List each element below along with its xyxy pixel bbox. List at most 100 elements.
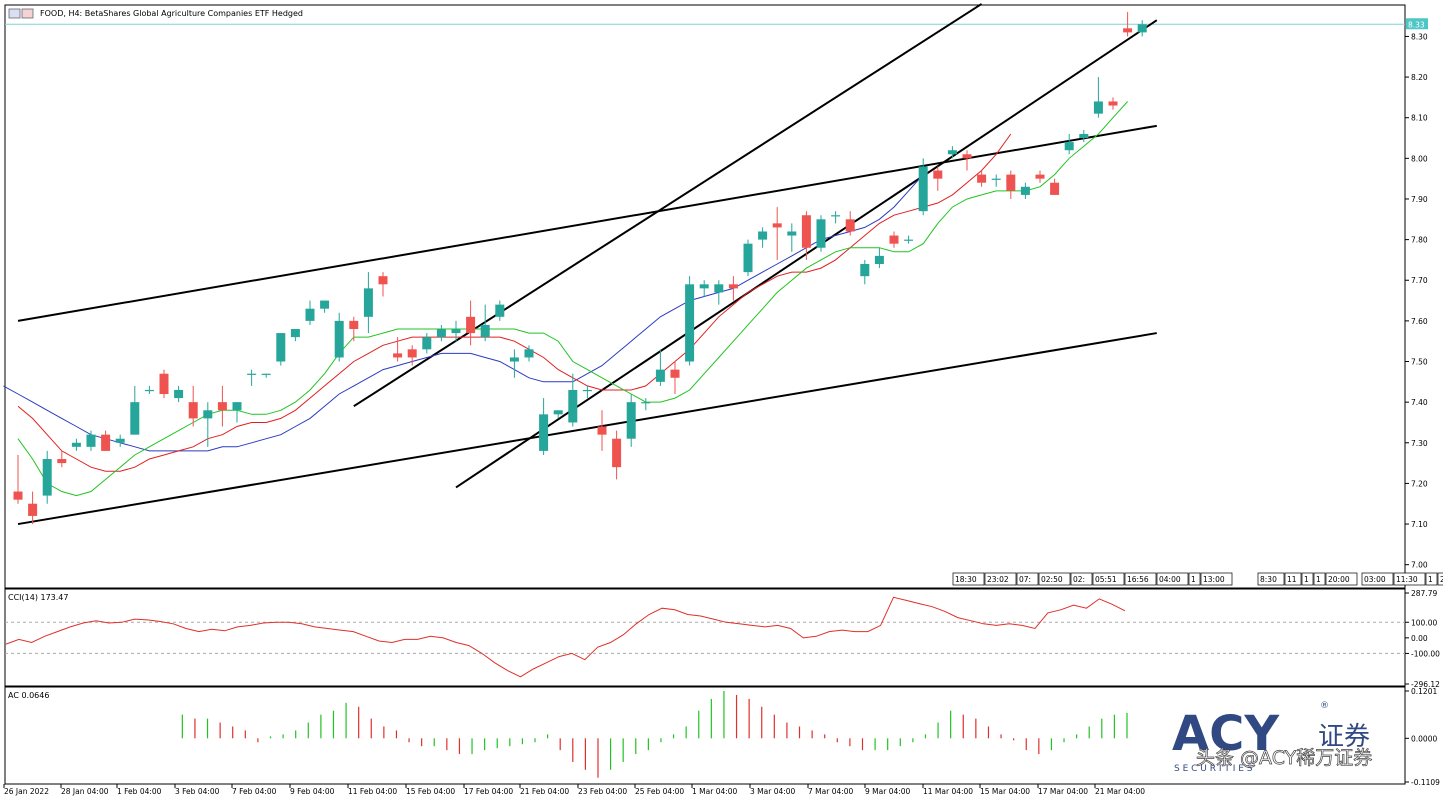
session-box bbox=[1188, 572, 1201, 586]
candle-body bbox=[174, 389, 184, 399]
cci-line bbox=[5, 596, 1126, 678]
candle-body bbox=[831, 215, 841, 217]
ac-title: AC 0.0646 bbox=[8, 691, 49, 700]
candle-body bbox=[436, 329, 446, 338]
session-box bbox=[1016, 572, 1039, 586]
session-box bbox=[1393, 572, 1426, 586]
session-label: 20:00 bbox=[1328, 575, 1350, 584]
time-tick-label: 9 Feb 04:00 bbox=[290, 787, 335, 796]
candle-body bbox=[334, 320, 344, 358]
session-label: 1 bbox=[1428, 575, 1433, 584]
candle-body bbox=[670, 369, 680, 378]
ac-pane-frame bbox=[4, 686, 1406, 785]
session-box bbox=[1124, 572, 1157, 586]
time-tick-label: 7 Mar 04:00 bbox=[808, 787, 854, 796]
candle-body bbox=[509, 357, 519, 362]
current-price-label: 8.33 bbox=[1408, 20, 1425, 29]
session-box bbox=[1257, 572, 1285, 586]
time-tick-label: 26 Jan 2022 bbox=[4, 787, 49, 796]
time-tick-label: 17 Feb 04:00 bbox=[464, 787, 513, 796]
candle-body bbox=[393, 353, 403, 358]
price-tick-label: 7.80 bbox=[1411, 236, 1428, 245]
candle-body bbox=[363, 288, 373, 317]
candle-body bbox=[480, 324, 490, 338]
chart-header: FOOD, H4: BetaShares Global Agriculture … bbox=[8, 8, 303, 19]
time-tick-label: 3 Mar 04:00 bbox=[750, 787, 796, 796]
session-label: 04:00 bbox=[1159, 575, 1181, 584]
candle-body bbox=[130, 402, 140, 435]
session-box bbox=[1284, 572, 1302, 586]
session-box bbox=[1313, 572, 1326, 586]
ac-layer: 0.1201 0.0000 -0.1109 bbox=[181, 687, 1440, 787]
candle-body bbox=[378, 276, 388, 285]
candle-body bbox=[597, 426, 607, 435]
session-label: 1 bbox=[1304, 575, 1309, 584]
time-tick-label: 11 Mar 04:00 bbox=[923, 787, 973, 796]
candle-body bbox=[115, 438, 125, 443]
cci-title: CCI(14) 173.47 bbox=[8, 593, 69, 602]
candle-body bbox=[743, 243, 753, 273]
candle-body bbox=[553, 410, 563, 415]
price-tick-label: 8.00 bbox=[1411, 154, 1428, 163]
time-tick-label: 11 Feb 04:00 bbox=[348, 787, 397, 796]
candle-body bbox=[1093, 101, 1103, 114]
candle-body bbox=[962, 154, 972, 159]
ac-tick-label: 0.1201 bbox=[1411, 687, 1437, 696]
session-box bbox=[1200, 572, 1233, 586]
candle-body bbox=[495, 304, 505, 317]
candle-body bbox=[247, 373, 257, 375]
candle-body bbox=[466, 316, 476, 334]
session-box bbox=[1325, 572, 1358, 586]
ac-tick-label: -0.1109 bbox=[1411, 778, 1440, 787]
session-label: 1 bbox=[1191, 575, 1196, 584]
candle-body bbox=[845, 219, 855, 232]
session-label: 23:02 bbox=[987, 575, 1009, 584]
time-tick-label: 1 Feb 04:00 bbox=[117, 787, 162, 796]
session-box bbox=[1301, 572, 1314, 586]
candle-body bbox=[159, 373, 169, 395]
price-tick-label: 8.10 bbox=[1411, 114, 1428, 123]
chart-title: FOOD, H4: BetaShares Global Agriculture … bbox=[40, 9, 303, 18]
candle-body bbox=[42, 459, 52, 496]
price-tick-label: 7.00 bbox=[1411, 561, 1428, 570]
candle-body bbox=[860, 263, 870, 277]
session-box bbox=[1038, 572, 1071, 586]
cci-tick-label: 0.00 bbox=[1411, 634, 1428, 643]
ma-slow-line bbox=[3, 174, 924, 452]
time-tick-label: 17 Mar 04:00 bbox=[1038, 787, 1088, 796]
main-pane-frame bbox=[4, 4, 1406, 589]
candle-body bbox=[451, 329, 461, 334]
candle-body bbox=[71, 442, 81, 447]
candle-body bbox=[641, 402, 651, 404]
candle-body bbox=[276, 333, 286, 362]
candle-body bbox=[889, 235, 899, 244]
session-label: 02:50 bbox=[1041, 575, 1063, 584]
candle-body bbox=[933, 170, 943, 179]
cci-layer: 287.79 100.00 0.00 -100.00 -296.12 bbox=[5, 589, 1440, 689]
candle-body bbox=[407, 349, 417, 358]
candle-body bbox=[728, 284, 738, 289]
trendline bbox=[353, 3, 983, 408]
price-tick-label: 7.90 bbox=[1411, 195, 1428, 204]
price-tick-label: 7.50 bbox=[1411, 358, 1428, 367]
candle-body bbox=[787, 231, 797, 236]
candle-body bbox=[57, 459, 67, 464]
trendline bbox=[17, 124, 1157, 322]
cci-tick-label: 287.79 bbox=[1411, 589, 1437, 598]
cci-tick-label: -296.12 bbox=[1411, 680, 1440, 689]
time-tick-label: 25 Feb 04:00 bbox=[635, 787, 684, 796]
candle-body bbox=[1050, 182, 1060, 195]
candle-body bbox=[626, 402, 636, 439]
candlestick-layer bbox=[13, 12, 1147, 525]
candle-body bbox=[582, 389, 592, 392]
chart-icon-accent bbox=[21, 8, 34, 19]
candle-body bbox=[1020, 186, 1030, 195]
candle-body bbox=[685, 284, 695, 362]
candle-body bbox=[261, 373, 271, 375]
candle-body bbox=[13, 491, 23, 500]
ac-tick-label: 0.0000 bbox=[1411, 734, 1437, 743]
candle-body bbox=[422, 337, 432, 350]
price-tick-label: 7.30 bbox=[1411, 439, 1428, 448]
candle-body bbox=[1006, 174, 1016, 191]
